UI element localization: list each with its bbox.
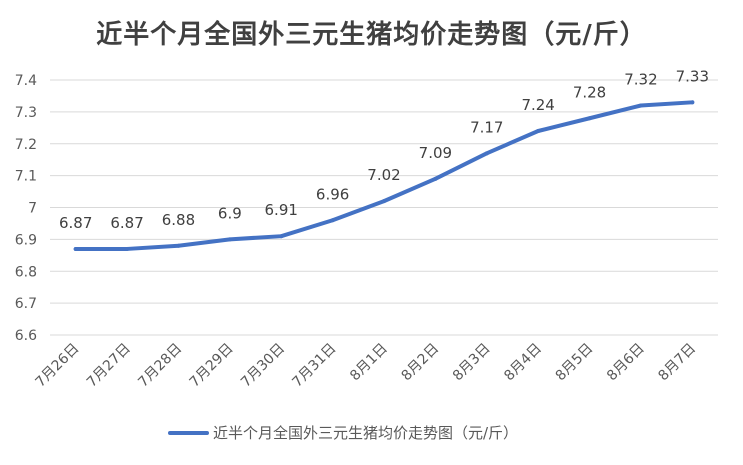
x-tick-label: 8月3日 — [450, 341, 494, 385]
data-point — [433, 176, 438, 181]
x-tick-label: 7月31日 — [289, 341, 339, 391]
data-point — [587, 116, 592, 121]
data-point — [484, 151, 489, 156]
y-tick-label: 7.2 — [15, 137, 37, 153]
y-tick-label: 7.1 — [15, 169, 37, 185]
data-label: 7.24 — [521, 96, 554, 114]
x-tick-label: 8月1日 — [347, 341, 391, 385]
x-tick-label: 8月6日 — [604, 341, 648, 385]
y-tick-label: 6.9 — [15, 232, 37, 248]
data-label: 6.88 — [162, 211, 195, 229]
data-label: 7.33 — [676, 67, 709, 85]
x-tick-label: 8月5日 — [553, 341, 597, 385]
data-point — [536, 129, 541, 133]
data-point — [279, 234, 284, 239]
y-tick-label: 7.3 — [15, 105, 37, 121]
x-tick-label: 8月4日 — [501, 341, 545, 385]
data-label: 7.17 — [470, 118, 503, 136]
data-label: 6.91 — [265, 201, 298, 219]
data-point — [176, 243, 181, 248]
data-label: 7.28 — [573, 83, 606, 101]
data-label: 6.96 — [316, 185, 349, 203]
x-tick-label: 8月7日 — [655, 341, 699, 385]
x-tick-label: 7月27日 — [84, 341, 134, 391]
data-label: 6.87 — [110, 214, 143, 232]
data-point — [330, 218, 335, 223]
y-tick-label: 6.8 — [15, 264, 37, 280]
x-tick-label: 7月30日 — [238, 341, 288, 391]
y-tick-label: 6.6 — [15, 328, 37, 344]
data-label: 7.32 — [624, 71, 657, 89]
x-tick-label: 8月2日 — [398, 341, 442, 385]
data-point — [227, 237, 232, 242]
data-label: 7.09 — [419, 144, 452, 162]
data-label: 6.87 — [59, 214, 92, 232]
x-tick-label: 7月28日 — [135, 341, 185, 391]
data-label: 7.02 — [367, 166, 400, 184]
x-tick-label: 7月29日 — [187, 341, 237, 391]
data-point — [382, 199, 386, 204]
x-tick-label: 7月26日 — [33, 341, 83, 391]
data-point — [125, 246, 130, 251]
legend-label: 近半个月全国外三元生猪均价走势图（元/斤） — [213, 424, 518, 442]
y-tick-label: 6.7 — [15, 296, 37, 312]
y-tick-label: 7 — [28, 201, 37, 217]
data-point — [690, 100, 695, 105]
data-label: 6.9 — [218, 204, 242, 222]
data-point — [73, 246, 78, 251]
data-point — [638, 103, 643, 108]
y-tick-label: 7.4 — [15, 73, 37, 89]
chart-title: 近半个月全国外三元生猪均价走势图（元/斤） — [96, 20, 647, 50]
